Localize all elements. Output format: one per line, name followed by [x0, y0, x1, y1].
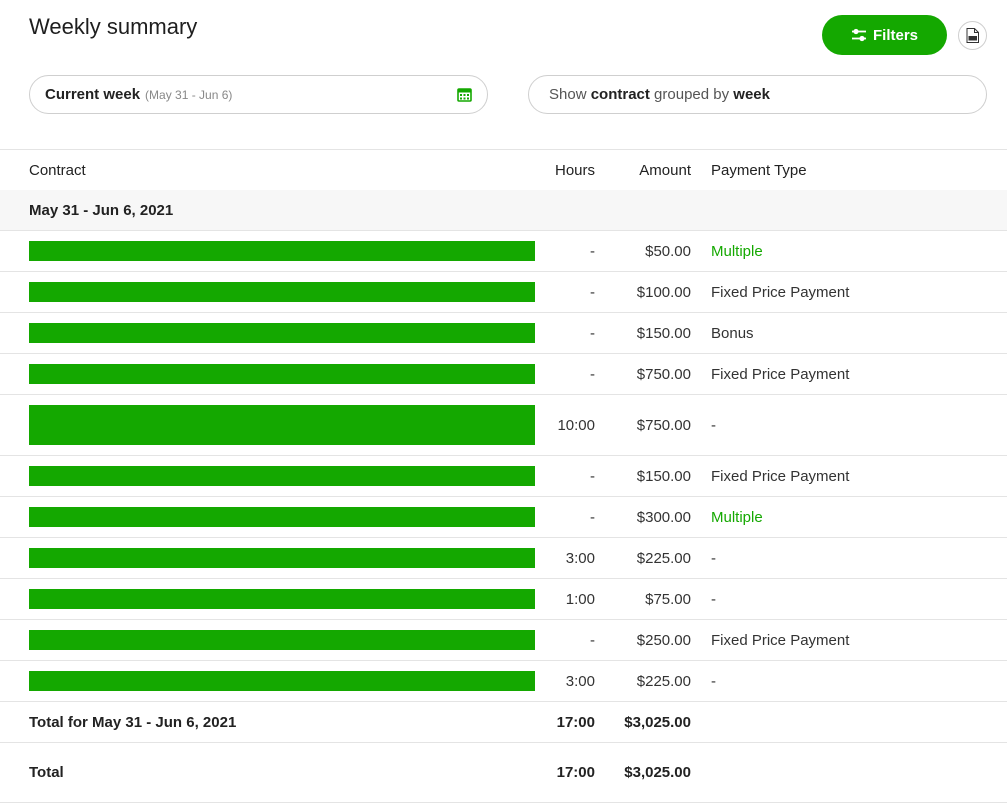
csv-file-icon [966, 28, 979, 43]
week-total-amount: $3,025.00 [624, 713, 691, 731]
contract-name-redacted[interactable] [29, 548, 535, 568]
grand-total-hours: 17:00 [556, 764, 595, 781]
row-payment-type: Fixed Price Payment [711, 467, 850, 485]
row-hours: - [590, 631, 595, 649]
row-amount: $75.00 [645, 590, 691, 608]
row-hours: 10:00 [557, 416, 595, 434]
table-row[interactable]: - $250.00 Fixed Price Payment [0, 619, 1007, 660]
column-header-amount: Amount [639, 161, 691, 179]
grand-total-label: Total [29, 764, 64, 781]
calendar-icon[interactable] [457, 87, 472, 102]
row-amount: $750.00 [636, 416, 691, 434]
contract-name-redacted[interactable] [29, 405, 535, 445]
row-amount: $750.00 [636, 365, 691, 383]
group-field[interactable]: contract [590, 86, 650, 103]
week-range: (May 31 - Jun 6) [145, 87, 233, 102]
row-payment-type[interactable]: Multiple [711, 242, 763, 260]
table-row[interactable]: 3:00 $225.00 - [0, 537, 1007, 578]
row-hours: - [590, 365, 595, 383]
group-by-selector[interactable]: Show contract grouped by week [528, 75, 987, 114]
row-payment-type: Fixed Price Payment [711, 283, 850, 301]
table-row[interactable]: - $750.00 Fixed Price Payment [0, 353, 1007, 394]
filters-button[interactable]: Filters [822, 15, 947, 55]
week-group-header: May 31 - Jun 6, 2021 [0, 190, 1007, 230]
row-payment-type: Fixed Price Payment [711, 365, 850, 383]
filters-label: Filters [872, 26, 918, 44]
row-amount: $225.00 [636, 549, 691, 567]
row-hours: 3:00 [565, 549, 595, 567]
row-payment-type: Fixed Price Payment [711, 631, 850, 649]
group-period[interactable]: week [733, 86, 770, 103]
week-label: Current week [45, 86, 141, 103]
group-mid: grouped by [649, 86, 734, 103]
row-hours: - [590, 467, 595, 485]
contract-name-redacted[interactable] [29, 671, 535, 691]
summary-table: Contract Hours Amount Payment Type May 3… [0, 149, 1007, 803]
row-payment-type: - [711, 549, 716, 567]
row-amount: $150.00 [636, 467, 691, 485]
contract-name-redacted[interactable] [29, 241, 535, 261]
row-hours: - [590, 508, 595, 526]
row-payment-type: - [711, 416, 716, 434]
week-group-label: May 31 - Jun 6, 2021 [29, 201, 174, 219]
week-total-row: Total for May 31 - Jun 6, 2021 17:00 $3,… [0, 701, 1007, 742]
contract-name-redacted[interactable] [29, 466, 535, 486]
contract-name-redacted[interactable] [29, 364, 535, 384]
row-hours: - [590, 242, 595, 260]
table-row[interactable]: - $300.00 Multiple [0, 496, 1007, 537]
contract-name-redacted[interactable] [29, 282, 535, 302]
week-total-hours: 17:00 [556, 713, 595, 731]
row-amount: $100.00 [636, 283, 691, 301]
page-title: Weekly summary [29, 14, 198, 39]
row-hours: - [590, 283, 595, 301]
table-row[interactable]: - $150.00 Bonus [0, 312, 1007, 353]
week-selector[interactable]: Current week (May 31 - Jun 6) [29, 75, 488, 114]
row-payment-type: Bonus [711, 324, 754, 342]
download-csv-button[interactable] [958, 21, 987, 50]
row-hours: 1:00 [565, 590, 595, 608]
column-header-payment-type: Payment Type [711, 161, 807, 179]
group-prefix: Show [549, 86, 591, 103]
table-header: Contract Hours Amount Payment Type [0, 149, 1007, 190]
row-payment-type: - [711, 590, 716, 608]
table-row[interactable]: 3:00 $225.00 - [0, 660, 1007, 701]
table-row[interactable]: 10:00 $750.00 - [0, 394, 1007, 455]
contract-name-redacted[interactable] [29, 507, 535, 527]
row-amount: $150.00 [636, 324, 691, 342]
row-amount: $250.00 [636, 631, 691, 649]
column-header-hours: Hours [554, 161, 595, 179]
table-row[interactable]: - $100.00 Fixed Price Payment [0, 271, 1007, 312]
row-hours: 3:00 [565, 672, 595, 690]
contract-name-redacted[interactable] [29, 323, 535, 343]
sliders-icon [851, 28, 866, 42]
contract-name-redacted[interactable] [29, 630, 535, 650]
table-row[interactable]: - $50.00 Multiple [0, 230, 1007, 271]
row-payment-type[interactable]: Multiple [711, 508, 763, 526]
grand-total-amount: $3,025.00 [624, 764, 691, 781]
table-row[interactable]: 1:00 $75.00 - [0, 578, 1007, 619]
row-hours: - [590, 324, 595, 342]
table-row[interactable]: - $150.00 Fixed Price Payment [0, 455, 1007, 496]
row-amount: $50.00 [645, 242, 691, 260]
grand-total-row: Total 17:00 $3,025.00 [0, 742, 1007, 803]
contract-name-redacted[interactable] [29, 589, 535, 609]
column-header-contract: Contract [29, 161, 86, 179]
week-total-label: Total for May 31 - Jun 6, 2021 [29, 713, 237, 731]
row-payment-type: - [711, 672, 716, 690]
row-amount: $300.00 [636, 508, 691, 526]
row-amount: $225.00 [636, 672, 691, 690]
